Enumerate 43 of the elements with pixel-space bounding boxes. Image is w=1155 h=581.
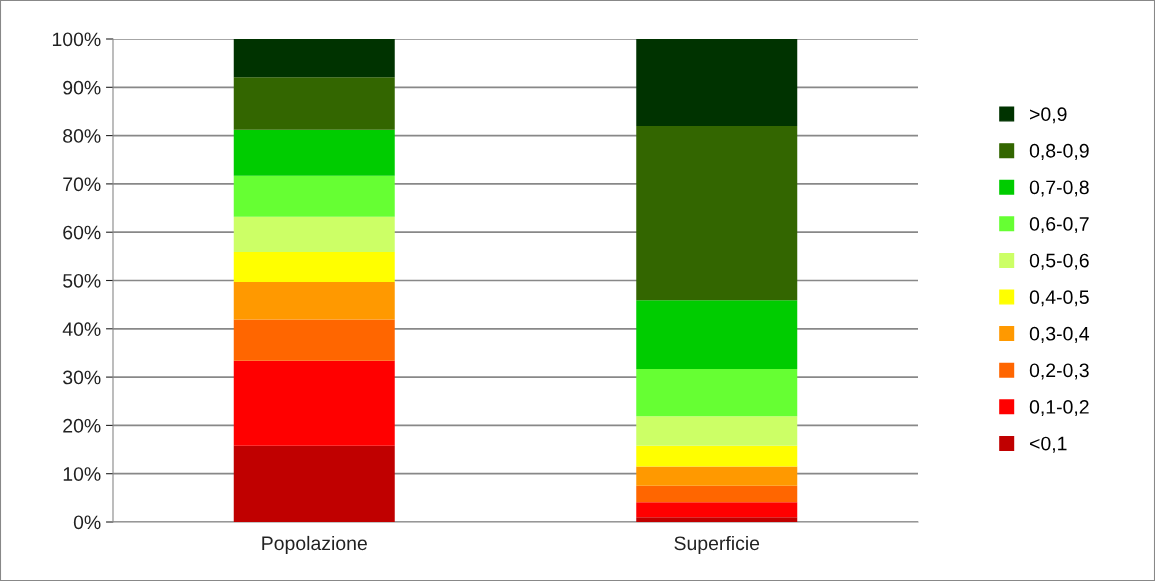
bar xyxy=(233,39,395,78)
bar xyxy=(233,319,395,361)
bar xyxy=(636,466,798,486)
bar xyxy=(233,252,395,282)
bar xyxy=(233,216,395,252)
bar xyxy=(636,485,798,503)
bar xyxy=(233,129,395,176)
legend-label: 0,7-0,8 xyxy=(1029,180,1089,197)
y-tick-label: 40% xyxy=(62,322,101,337)
y-tick-label: 70% xyxy=(63,177,101,192)
bar xyxy=(636,39,798,126)
bar xyxy=(233,281,395,320)
x-tick-label: Popolazione xyxy=(262,535,367,555)
y-tick-label: 30% xyxy=(63,370,101,385)
legend-label: 0,1-0,2 xyxy=(1029,400,1089,417)
y-tick-label: 0% xyxy=(73,515,101,530)
legend-label: 0,6-0,7 xyxy=(1029,217,1089,234)
legend-label: 0,5-0,6 xyxy=(1029,253,1089,270)
y-tick-label: 20% xyxy=(63,418,101,433)
y-tick-label: 80% xyxy=(63,129,101,143)
legend-label: 0,4-0,5 xyxy=(1029,290,1089,307)
bar xyxy=(636,517,798,522)
legend-label: 0,2-0,3 xyxy=(1029,363,1089,380)
legend-label: <0,1 xyxy=(1030,436,1067,453)
y-tick-label: 50% xyxy=(63,273,101,288)
y-tick-label: 90% xyxy=(63,80,101,95)
bar xyxy=(636,445,798,467)
legend-label: 0,8-0,9 xyxy=(1029,143,1089,160)
y-tick-label: 100% xyxy=(52,32,101,47)
bar xyxy=(636,300,798,369)
y-tick-label: 10% xyxy=(63,467,101,481)
bar xyxy=(233,77,395,130)
bar xyxy=(233,445,395,522)
legend-label: 0,3-0,4 xyxy=(1029,326,1090,343)
x-tick-label: Superficie xyxy=(674,535,760,555)
bar xyxy=(233,360,395,446)
bar xyxy=(636,502,798,518)
bar xyxy=(636,368,798,417)
bar xyxy=(636,416,798,446)
y-tick-label: 60% xyxy=(63,225,101,240)
legend-label: >0,9 xyxy=(1030,107,1067,124)
bar xyxy=(233,175,395,217)
bar xyxy=(636,125,798,301)
